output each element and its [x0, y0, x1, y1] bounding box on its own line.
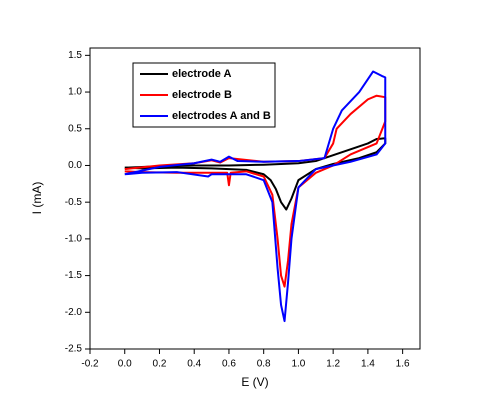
x-tick-label: 0.6 [222, 359, 236, 370]
y-tick-label: -0.5 [65, 197, 83, 208]
y-axis-label: I (mA) [30, 182, 44, 215]
x-tick-label: 1.2 [326, 359, 340, 370]
x-tick-label: 0.8 [257, 359, 271, 370]
y-tick-label: -2.0 [65, 307, 83, 318]
x-tick-label: 1.4 [361, 359, 375, 370]
y-tick-label: 1.0 [68, 87, 82, 98]
y-tick-label: 1.5 [68, 50, 82, 61]
y-tick-label: 0.0 [68, 160, 82, 171]
x-tick-label: -0.2 [81, 359, 99, 370]
y-tick-label: 0.5 [68, 123, 82, 134]
cv-curve [124, 70, 387, 323]
x-axis-label: E (V) [241, 375, 268, 389]
x-tick-label: 1.0 [291, 359, 305, 370]
x-tick-label: 1.6 [396, 359, 410, 370]
y-tick-label: -2.5 [65, 344, 83, 355]
y-tick-label: -1.5 [65, 270, 83, 281]
legend-label: electrode A [172, 68, 232, 80]
x-tick-label: 0.0 [118, 359, 132, 370]
cv-curve [124, 137, 387, 211]
legend-label: electrode B [172, 89, 232, 101]
y-tick-label: -1.0 [65, 234, 83, 245]
legend-label: electrodes A and B [172, 110, 271, 122]
curves [124, 70, 387, 323]
x-tick-label: 0.2 [153, 359, 167, 370]
x-tick-label: 0.4 [187, 359, 201, 370]
plot-frame [89, 47, 421, 350]
